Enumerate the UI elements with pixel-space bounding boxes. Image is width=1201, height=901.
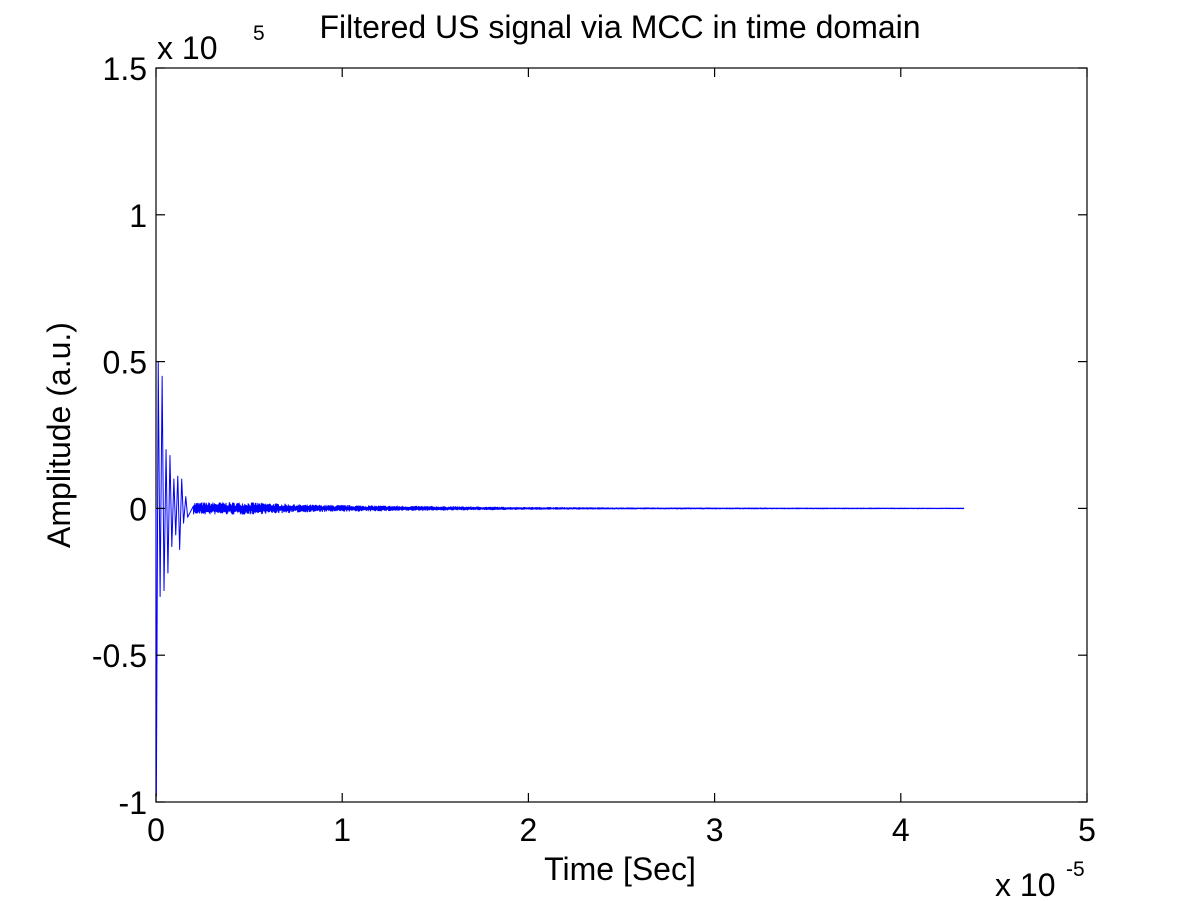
y-tick-label: -1 xyxy=(119,785,147,821)
y-tick-label: -0.5 xyxy=(92,638,147,674)
x-multiplier-exponent: -5 xyxy=(1066,858,1085,881)
y-tick-labels: -1 -0.5 0 0.5 1 1.5 xyxy=(92,51,147,821)
chart-title: Filtered US signal via MCC in time domai… xyxy=(319,9,920,45)
y-tick-label: 1 xyxy=(129,198,147,234)
x-tick-label: 2 xyxy=(520,812,538,848)
x-tick-label: 0 xyxy=(147,812,165,848)
x-axis-label: Time [Sec] xyxy=(544,851,696,887)
x-tick-labels: 0 1 2 3 4 5 xyxy=(147,812,1096,848)
signal-line xyxy=(155,361,965,797)
y-tick-label: 0 xyxy=(129,491,147,527)
axes-frame xyxy=(155,67,1088,803)
y-axis-multiplier: x 10 5 xyxy=(157,22,265,66)
y-multiplier-base: x 10 xyxy=(157,30,217,66)
y-tick-label: 0.5 xyxy=(103,345,147,381)
x-multiplier-base: x 10 xyxy=(995,867,1055,901)
x-tick-label: 5 xyxy=(1078,812,1096,848)
x-axis-multiplier: x 10 -5 xyxy=(995,858,1085,901)
ticks-layer xyxy=(155,67,1088,803)
x-tick-label: 4 xyxy=(892,812,910,848)
y-tick-label: 1.5 xyxy=(103,51,147,87)
y-multiplier-exponent: 5 xyxy=(253,22,265,45)
x-tick-label: 1 xyxy=(333,812,351,848)
plot-area xyxy=(155,67,1088,803)
y-axis-label: Amplitude (a.u.) xyxy=(41,322,77,548)
x-tick-label: 3 xyxy=(706,812,724,848)
signal-layer xyxy=(155,361,965,797)
